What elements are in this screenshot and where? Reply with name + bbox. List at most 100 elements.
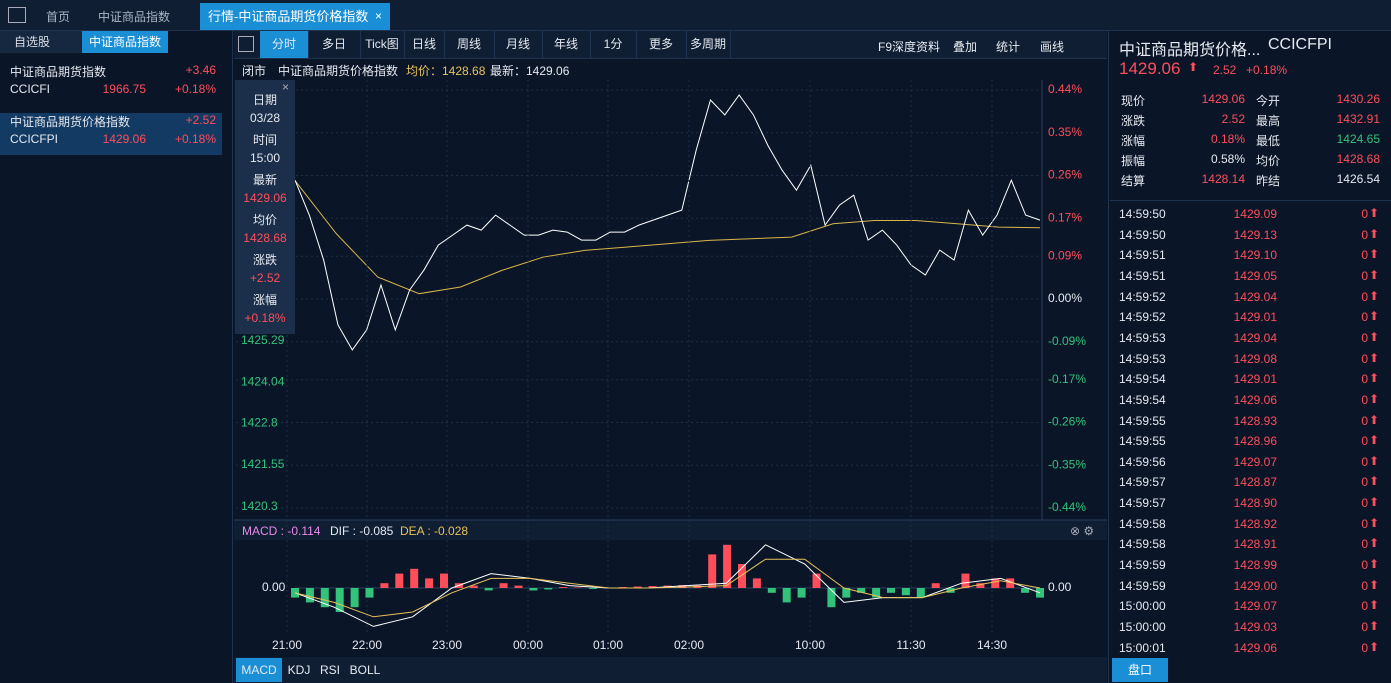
macd-bar [872, 588, 881, 598]
toolbar-button[interactable]: Tick图 [360, 31, 405, 58]
quote-label: 昨结 [1256, 174, 1281, 188]
tick-time: 14:59:51 [1119, 268, 1166, 283]
tick-arrow: ⬆ [1369, 433, 1380, 448]
left-button[interactable]: 自选股 [0, 31, 94, 53]
tick-price: 1429.01 [1233, 310, 1277, 325]
tick-price: 1429.04 [1233, 289, 1277, 304]
tick-arrow: ⬆ [1369, 350, 1380, 365]
tick-price: 1429.10 [1233, 248, 1277, 263]
indicator-tab[interactable]: KDJ [287, 663, 311, 677]
tick-price: 1428.93 [1233, 413, 1277, 428]
tick-arrow: ⬆ [1369, 557, 1380, 572]
indicator-tab[interactable]: MACD [236, 658, 282, 682]
macd-bar [514, 585, 523, 588]
tick-time: 14:59:51 [1119, 248, 1166, 263]
tick-price: 1429.03 [1233, 620, 1277, 634]
macd-bar [380, 583, 389, 588]
right-panel [1108, 31, 1391, 683]
quote-value: 1429.06 [1201, 92, 1245, 106]
macd-bar [499, 583, 508, 588]
macd-bar [976, 583, 985, 588]
macd-bar [901, 588, 910, 596]
tick-volume: 0 [1361, 207, 1368, 221]
tick-price: 1429.13 [1233, 227, 1277, 242]
arrow: ⬆ [1188, 60, 1199, 74]
quote-label: 振幅 [1121, 154, 1146, 168]
menu-icon[interactable] [8, 7, 26, 23]
tooltip-value: 03/28 [249, 111, 281, 125]
tick-arrow: ⬆ [1369, 619, 1380, 633]
macd-bar [857, 588, 866, 593]
toolbar-button[interactable]: 分时 [260, 31, 309, 58]
tick-time: 14:59:50 [1119, 227, 1166, 242]
macd-bar [723, 544, 732, 588]
selected-row [0, 113, 222, 155]
footer-tab[interactable]: 盘口 [1112, 658, 1168, 682]
tick-volume: 0 [1361, 496, 1368, 511]
quote-label: 涨跌 [1121, 114, 1146, 128]
toolbar-button[interactable]: 更多 [636, 31, 687, 58]
tick-arrow: ⬆ [1369, 371, 1380, 386]
macd-value: DIF : -0.085 [330, 524, 394, 538]
toolbar-button[interactable]: 周线 [444, 31, 495, 58]
toolbar-right[interactable]: F9深度资料 [878, 40, 941, 54]
tick-price: 1428.87 [1233, 475, 1277, 490]
toolbar-right[interactable]: 画线 [1040, 40, 1065, 54]
macd-bar [440, 573, 448, 588]
left-button[interactable]: 中证商品指数 [82, 31, 168, 53]
tick-arrow: ⬆ [1369, 598, 1380, 613]
y2-tick-label: -0.26% [1048, 415, 1086, 429]
macd-bar [767, 588, 776, 593]
active-tab[interactable]: 行情-中证商品期货价格指数 [200, 3, 391, 30]
item-name[interactable]: 中证商品期货指数 [10, 65, 107, 79]
time-label: 14:30 [977, 638, 1007, 652]
tick-arrow: ⬆ [1369, 412, 1380, 427]
tick-volume: 0 [1361, 475, 1368, 490]
tick-time: 14:59:55 [1119, 413, 1166, 428]
panel-icon[interactable] [238, 36, 254, 52]
indicator-tab[interactable]: RSI [319, 663, 340, 677]
info-avg: 均价：1428.68 [406, 64, 486, 78]
tab[interactable]: 中证商品指数 [98, 10, 171, 24]
toolbar-button[interactable]: 多日 [308, 31, 361, 58]
tick-time: 14:59:54 [1119, 372, 1166, 387]
toolbar-button[interactable]: 年线 [542, 31, 591, 58]
macd-bar [812, 573, 821, 588]
y2-tick-label: -0.09% [1048, 334, 1086, 348]
y-tick-label: 1424.04 [241, 374, 285, 388]
macd-bar [708, 554, 717, 588]
tooltip-label: 日期 [252, 93, 277, 107]
indicator-tab[interactable]: BOLL [349, 663, 381, 677]
macd-bar [559, 587, 568, 588]
item-code: CCICFPI [10, 132, 58, 146]
toolbar-button[interactable]: 多周期 [686, 31, 731, 58]
tick-volume: 0 [1361, 289, 1368, 304]
toolbar-right[interactable]: 统计 [996, 40, 1021, 54]
close-icon[interactable]: × [375, 9, 383, 23]
quote-pct: +0.18% [1246, 63, 1288, 77]
tooltip-label: 涨跌 [252, 253, 277, 267]
toolbar-button[interactable]: 1分 [590, 31, 637, 58]
tick-price: 1429.06 [1233, 392, 1277, 407]
toolbar-button[interactable]: 月线 [494, 31, 543, 58]
tick-arrow: ⬆ [1369, 515, 1380, 530]
tab[interactable]: 首页 [46, 10, 71, 24]
item-name[interactable]: 中证商品期货价格指数 [10, 115, 131, 129]
macd-bar [1021, 588, 1030, 593]
toolbar-right[interactable]: 叠加 [953, 40, 978, 54]
tooltip-close[interactable]: × [282, 80, 290, 94]
tick-volume: 0 [1361, 454, 1368, 469]
tick-time: 14:59:55 [1119, 434, 1166, 449]
tick-time: 14:59:58 [1119, 537, 1166, 552]
macd-tick-label: 0.00 [1048, 580, 1072, 594]
time-label: 11:30 [896, 638, 925, 652]
toolbar-button[interactable]: 日线 [404, 31, 445, 58]
macd-icons[interactable]: ⊗ ⚙ [1070, 524, 1095, 538]
tick-volume: 0 [1361, 413, 1368, 428]
y2-tick-label: 0.26% [1048, 168, 1082, 182]
macd-bar [544, 588, 553, 590]
macd-bar [738, 564, 746, 588]
tick-price: 1429.07 [1233, 454, 1277, 469]
time-label: 23:00 [432, 638, 462, 652]
